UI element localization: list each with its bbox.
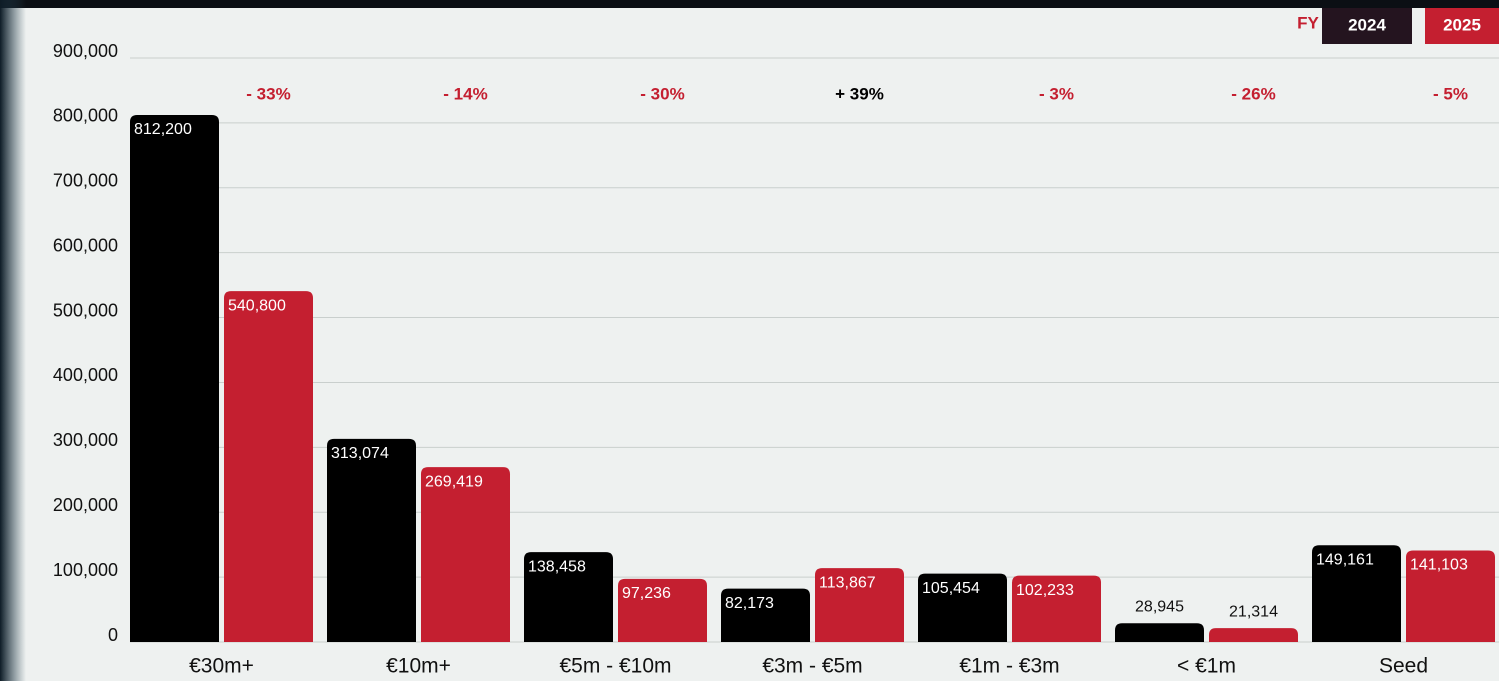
data-label: 102,233 [1016,582,1074,599]
y-tick-label: 900,000 [53,41,118,61]
x-tick-label: €30m+ [189,655,254,678]
y-tick-label: 0 [108,625,118,645]
legend-label: 2025 [1443,15,1481,34]
bar [618,578,707,642]
top-strip [0,0,1499,8]
bar [721,588,810,642]
data-label: 105,454 [922,580,980,597]
bar [1115,623,1204,642]
data-label: 82,173 [725,595,774,612]
bar [130,114,219,643]
y-tick-label: 700,000 [53,171,118,191]
change-annotation: - 33% [246,84,290,103]
legend-title: FY [1297,13,1319,32]
x-tick-label: < €1m [1177,655,1236,678]
data-label: 113,867 [819,574,876,591]
change-annotation: + 39% [835,84,884,103]
data-label: 97,236 [622,585,671,602]
left-edge [0,0,26,681]
change-annotation: - 5% [1433,84,1468,103]
legend-swatch [1425,8,1499,44]
y-tick-label: 600,000 [53,235,118,255]
bar [1012,575,1101,642]
x-tick-label: €5m - €10m [559,655,671,678]
y-tick-label: 400,000 [53,365,118,385]
x-tick-label: €10m+ [386,655,451,678]
data-label: 141,103 [1410,557,1468,574]
bar [524,552,613,642]
data-label: 540,800 [228,297,286,314]
data-label: 149,161 [1316,551,1374,568]
bar [224,291,313,642]
change-annotation: - 30% [640,84,684,103]
y-tick-label: 800,000 [53,106,118,126]
legend-label: 2024 [1348,15,1386,34]
y-tick-label: 100,000 [53,560,118,580]
data-label: 313,074 [331,445,389,462]
data-label: 21,314 [1229,603,1278,620]
y-tick-label: 200,000 [53,495,118,515]
x-tick-label: €3m - €5m [762,655,862,678]
data-label: 28,945 [1135,598,1184,615]
y-tick-label: 500,000 [53,300,118,320]
bar [1406,550,1495,642]
data-label: 812,200 [134,121,192,138]
data-label: 138,458 [528,558,586,575]
data-label: 269,419 [425,473,483,490]
bar [421,467,510,642]
bar [815,568,904,642]
change-annotation: - 14% [443,84,487,103]
change-annotation: - 26% [1231,84,1275,103]
x-tick-label: €1m - €3m [959,655,1059,678]
bar [918,573,1007,642]
y-tick-label: 300,000 [53,430,118,450]
bar [1209,628,1298,642]
bar [1312,545,1401,642]
x-tick-label: Seed [1379,655,1428,678]
legend-swatch [1322,8,1412,44]
bar [327,438,416,642]
change-annotation: - 3% [1039,84,1074,103]
